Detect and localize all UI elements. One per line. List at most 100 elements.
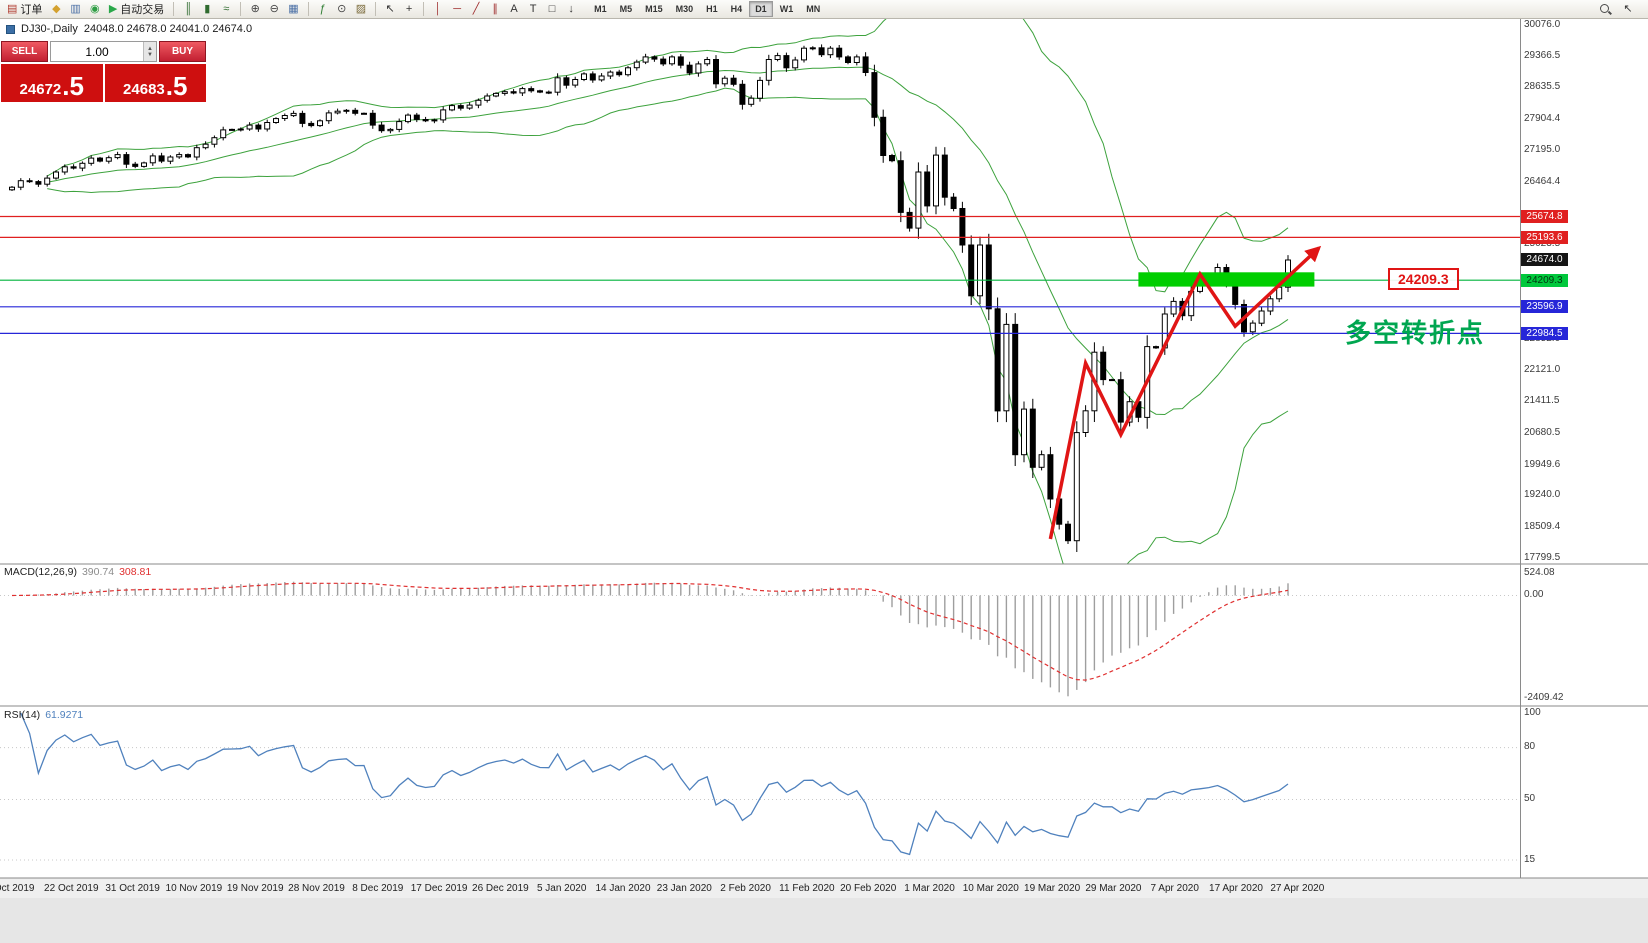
timeframe-h4[interactable]: H4 — [730, 4, 743, 14]
timeframe-m5[interactable]: M5 — [619, 4, 633, 14]
price-level-badge: 22984.5 — [1521, 326, 1568, 340]
line-chart-icon[interactable]: ≈ — [223, 2, 230, 15]
date-axis-label: 29 Mar 2020 — [1085, 883, 1142, 894]
date-axis-label: 11 Feb 2020 — [779, 883, 835, 894]
navigator-icon[interactable]: ◉ — [90, 2, 100, 15]
arrows-icon[interactable]: ↓ — [568, 2, 574, 15]
sell-button[interactable]: SELL — [1, 41, 48, 62]
top-toolbar: ▤ 订单 ◆ ▥ ◉ ▶ 自动交易 ║ ▮ ≈ ⊕ ⊖ ▦ ƒ ⊙ ▨ ↖ + │ ─ ╱ ∥ A T □ ↓ M1 M5 M15 M3… — [0, 0, 1648, 19]
price-scale-tick: 30076.0 — [1524, 18, 1561, 30]
price-scale-tick: 21411.5 — [1524, 395, 1560, 407]
date-axis-label: 3 Oct 2019 — [0, 883, 35, 894]
timeframe-m15[interactable]: M15 — [645, 4, 663, 14]
buy-price[interactable]: 24683 .5 — [104, 64, 206, 102]
date-axis-label: 10 Nov 2019 — [165, 883, 223, 894]
rsi-scale-tick: 15 — [1524, 853, 1536, 865]
price-scale-tick: 19949.6 — [1524, 458, 1561, 470]
toolbar-separator — [173, 2, 175, 16]
indicators-icon[interactable]: ƒ — [319, 2, 326, 15]
macd-indicator-header: MACD(12,26,9) 390.74 308.81 — [4, 566, 151, 578]
periods-icon[interactable]: ⊙ — [337, 2, 347, 15]
price-callout-box[interactable]: 24209.3 — [1388, 268, 1459, 290]
price-scale-tick: 17799.5 — [1524, 552, 1561, 564]
trade-prices-row: 24672 .5 24683 .5 — [1, 64, 206, 102]
macd-label: MACD(12,26,9) — [4, 566, 77, 578]
label-icon[interactable]: T — [529, 2, 537, 15]
buy-button[interactable]: BUY — [159, 41, 206, 62]
channel-icon[interactable]: ∥ — [492, 2, 498, 15]
auto-trading-icon[interactable]: ▶ 自动交易 — [108, 2, 165, 16]
date-axis-label: 20 Feb 2020 — [840, 883, 897, 894]
shapes-icon[interactable]: □ — [548, 2, 556, 15]
macd-scale-tick: 0.00 — [1524, 589, 1544, 600]
macd-scale-tick: 524.08 — [1524, 566, 1555, 578]
date-axis-label: 26 Dec 2019 — [472, 883, 529, 894]
zoom-in-icon[interactable]: ⊕ — [250, 2, 260, 15]
search-icon[interactable] — [1595, 1, 1615, 18]
charts-grid-icon[interactable]: ◆ — [52, 2, 61, 15]
date-axis-label: 22 Oct 2019 — [44, 883, 99, 894]
timeframe-d1[interactable]: D1 — [749, 1, 773, 17]
rsi-value: 61.9271 — [45, 709, 84, 721]
macd-signal-value: 308.81 — [119, 566, 152, 578]
tile-windows-icon[interactable]: ▦ — [288, 2, 299, 15]
date-axis-label: 1 Mar 2020 — [904, 883, 955, 894]
toolbar-separator — [423, 2, 425, 16]
buy-price-int: 24683 — [123, 80, 165, 98]
one-click-trading-panel: SELL ▲▼ BUY 24672 .5 24683 .5 — [1, 41, 206, 102]
price-level-badge: 23596.9 — [1521, 300, 1568, 314]
date-axis-label: 27 Apr 2020 — [1270, 883, 1325, 894]
date-axis-label: 14 Jan 2020 — [595, 883, 651, 894]
trade-controls-row: SELL ▲▼ BUY — [1, 41, 206, 62]
macd-main-value: 390.74 — [81, 566, 115, 578]
zoom-out-icon[interactable]: ⊖ — [269, 2, 279, 15]
templates-icon[interactable]: ▨ — [355, 2, 367, 15]
price-scale-tick: 27195.0 — [1524, 144, 1561, 155]
sell-price[interactable]: 24672 .5 — [1, 64, 103, 102]
price-scale-tick: 18509.4 — [1524, 521, 1561, 533]
timeframe-m1[interactable]: M1 — [594, 4, 607, 14]
market-watch-icon[interactable]: ▥ — [70, 2, 81, 15]
price-scale-tick: 28635.5 — [1524, 81, 1561, 93]
rsi-scale-tick: 50 — [1524, 793, 1536, 804]
rsi-label: RSI(14) — [4, 709, 41, 721]
volume-stepper[interactable]: ▲ ▼ — [143, 42, 156, 61]
date-axis-label: 23 Jan 2020 — [656, 883, 712, 894]
volume-control: ▲▼ — [50, 41, 157, 62]
price-level-badge: 24209.3 — [1521, 273, 1568, 287]
trendline-icon[interactable]: ╱ — [472, 2, 480, 15]
crosshair-icon[interactable]: + — [405, 2, 413, 15]
timeframe-m30[interactable]: M30 — [675, 4, 694, 14]
date-axis-label: 19 Nov 2019 — [226, 883, 284, 894]
price-scale-tick: 29366.5 — [1524, 49, 1561, 61]
toolbar-buttons: ▤ 订单 ◆ ▥ ◉ ▶ 自动交易 ║ ▮ ≈ ⊕ ⊖ ▦ ƒ ⊙ ▨ ↖ + │ ─ ╱ ∥ A T □ ↓ — [3, 1, 580, 18]
price-level-badge: 25674.8 — [1521, 210, 1568, 224]
pointer-icon[interactable]: ↖ — [1623, 2, 1633, 15]
timeframe-h1[interactable]: H1 — [706, 4, 718, 14]
turning-point-label[interactable]: 多空转折点 — [1345, 318, 1486, 348]
candlestick-chart-icon[interactable]: ▮ — [204, 2, 211, 15]
bar-chart-icon[interactable]: ║ — [184, 2, 193, 15]
price-scale-tick: 19240.0 — [1524, 489, 1561, 501]
sell-price-int: 24672 — [19, 80, 62, 98]
timeframe-toolbar: M1 M5 M15 M30 H1 H4 D1 W1 MN — [588, 1, 826, 17]
volume-input[interactable] — [51, 42, 143, 61]
date-axis-label: 31 Oct 2019 — [105, 883, 160, 894]
date-axis-label: 5 Jan 2020 — [536, 883, 587, 894]
new-order-icon[interactable]: ▤ 订单 — [7, 2, 43, 16]
ohlc-values: 24048.0 24678.0 24041.0 24674.0 — [83, 23, 253, 35]
text-icon[interactable]: A — [510, 2, 518, 15]
date-axis-label: 2 Feb 2020 — [720, 883, 771, 894]
toolbar-separator — [240, 2, 242, 16]
date-axis-label: 19 Mar 2020 — [1024, 883, 1081, 894]
cursor-icon[interactable]: ↖ — [385, 2, 395, 15]
timeframe-w1[interactable]: W1 — [779, 4, 794, 14]
date-axis-label: 28 Nov 2019 — [288, 883, 345, 894]
date-axis-label: 17 Apr 2020 — [1209, 883, 1263, 894]
price-scale-tick: 27904.4 — [1524, 113, 1561, 125]
vertical-line-icon[interactable]: │ — [434, 2, 442, 15]
timeframe-mn[interactable]: MN — [806, 4, 821, 14]
horizontal-line-icon[interactable]: ─ — [453, 2, 461, 15]
